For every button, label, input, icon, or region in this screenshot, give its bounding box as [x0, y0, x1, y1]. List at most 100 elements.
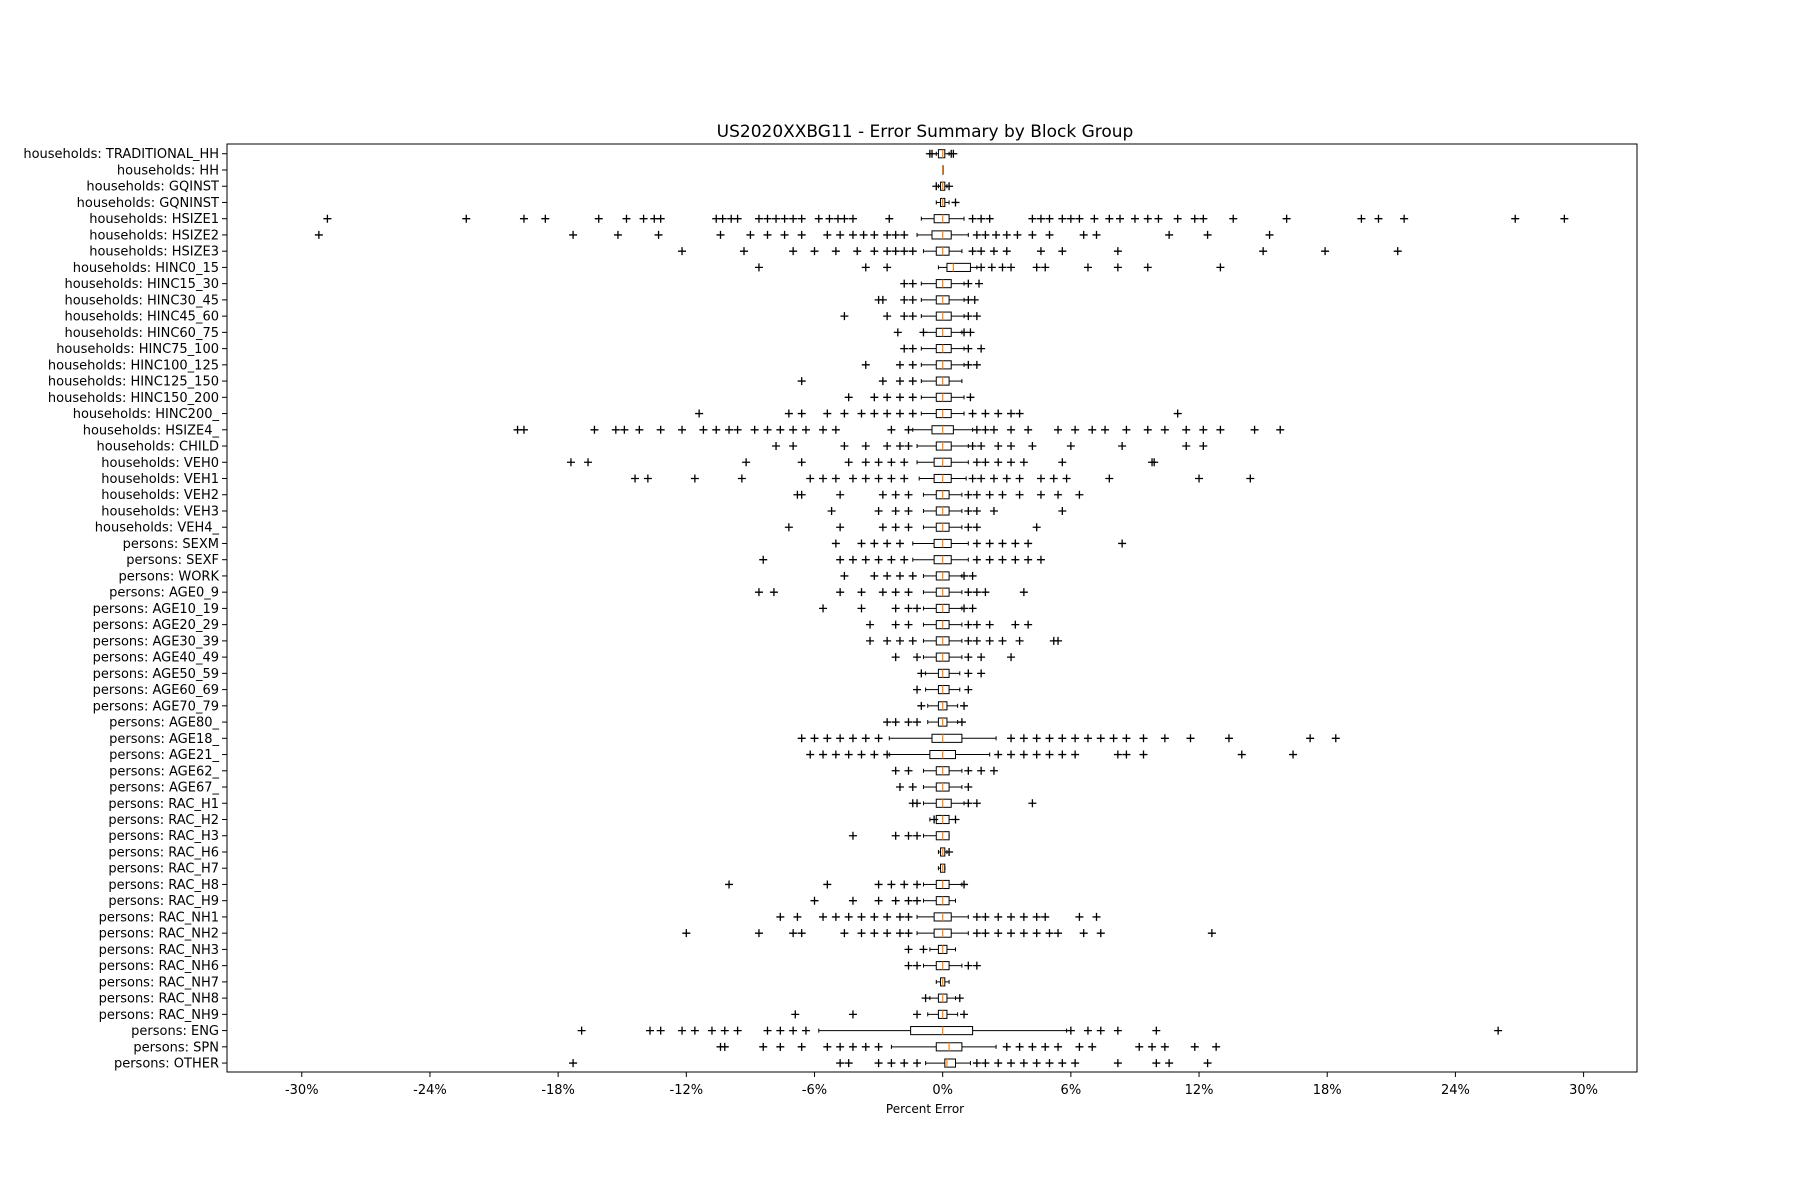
outlier-point — [883, 312, 891, 320]
outlier-point — [764, 1027, 772, 1035]
box-row — [936, 198, 959, 206]
outlier-point — [999, 491, 1007, 499]
outlier-point — [1131, 215, 1139, 223]
category-label: persons: RAC_NH9 — [99, 1008, 219, 1023]
outlier-point — [1144, 263, 1152, 271]
box-row — [695, 409, 1182, 417]
outlier-point — [840, 410, 848, 418]
outlier-point — [849, 897, 857, 905]
outlier-point — [785, 410, 793, 418]
outlier-point — [1007, 426, 1015, 434]
outlier-point — [1041, 1043, 1049, 1051]
outlier-point — [909, 280, 917, 288]
box-row — [913, 686, 972, 694]
category-label: households: HINC200_ — [73, 407, 220, 422]
outlier-point — [836, 1059, 844, 1067]
outlier-point — [1246, 475, 1254, 483]
outlier-point — [776, 426, 784, 434]
outlier-point — [973, 507, 981, 515]
category-label: persons: RAC_NH2 — [99, 927, 219, 942]
outlier-point — [1033, 751, 1041, 759]
outlier-point — [883, 572, 891, 580]
outlier-point — [789, 1027, 797, 1035]
outlier-point — [973, 361, 981, 369]
category-label: persons: AGE50_59 — [93, 667, 219, 682]
outlier-point — [973, 621, 981, 629]
outlier-point — [1071, 734, 1079, 742]
outlier-point — [977, 263, 985, 271]
outlier-point — [1075, 913, 1083, 921]
outlier-point — [875, 556, 883, 564]
outlier-point — [1118, 539, 1126, 547]
box-row — [917, 702, 968, 710]
outlier-point — [964, 686, 972, 694]
outlier-point — [781, 215, 789, 223]
outlier-point — [887, 458, 895, 466]
outlier-point — [994, 751, 1002, 759]
outlier-point — [905, 588, 913, 596]
category-label: persons: RAC_H7 — [108, 862, 219, 877]
outlier-point — [971, 296, 979, 304]
box-row — [631, 474, 1254, 482]
outlier-point — [1199, 215, 1207, 223]
box-row — [845, 393, 975, 401]
outlier-point — [1266, 231, 1274, 239]
outlier-point — [917, 669, 925, 677]
outlier-point — [1020, 458, 1028, 466]
outlier-point — [1054, 929, 1062, 937]
outlier-point — [1251, 426, 1259, 434]
outlier-point — [1028, 1043, 1036, 1051]
outlier-point — [1116, 215, 1124, 223]
outlier-point — [887, 556, 895, 564]
outlier-point — [896, 539, 904, 547]
outlier-point — [725, 426, 733, 434]
category-label: persons: AGE20_29 — [93, 618, 219, 633]
outlier-point — [909, 572, 917, 580]
outlier-point — [879, 523, 887, 531]
outlier-point — [836, 231, 844, 239]
box-row — [926, 150, 958, 158]
iqr-box — [936, 799, 951, 807]
outlier-point — [1058, 1059, 1066, 1067]
iqr-box — [938, 150, 944, 158]
outlier-point — [719, 215, 727, 223]
box-row — [900, 345, 985, 353]
category-label: persons: SPN — [133, 1040, 219, 1055]
outlier-point — [992, 231, 1000, 239]
outlier-point — [755, 929, 763, 937]
outlier-point — [836, 556, 844, 564]
outlier-point — [905, 718, 913, 726]
outlier-point — [678, 247, 686, 255]
outlier-point — [770, 588, 778, 596]
outlier-point — [1058, 507, 1066, 515]
outlier-point — [1259, 247, 1267, 255]
outlier-point — [1024, 539, 1032, 547]
outlier-point — [960, 702, 968, 710]
outlier-point — [798, 377, 806, 385]
outlier-point — [981, 231, 989, 239]
outlier-point — [909, 377, 917, 385]
outlier-point — [828, 507, 836, 515]
x-tick-label: -18% — [541, 1083, 575, 1098]
outlier-point — [806, 475, 814, 483]
outlier-point — [960, 572, 968, 580]
outlier-point — [862, 475, 870, 483]
outlier-point — [1097, 734, 1105, 742]
outlier-point — [1084, 734, 1092, 742]
outlier-point — [584, 458, 592, 466]
outlier-point — [759, 1043, 767, 1051]
outlier-point — [823, 410, 831, 418]
box-row — [776, 913, 1100, 921]
iqr-box — [938, 669, 949, 677]
outlier-point — [1174, 215, 1182, 223]
outlier-point — [866, 621, 874, 629]
outlier-point — [900, 247, 908, 255]
outlier-point — [1013, 231, 1021, 239]
category-label: persons: RAC_H3 — [108, 829, 219, 844]
category-label: persons: AGE62_ — [109, 764, 219, 779]
outlier-point — [900, 458, 908, 466]
outlier-point — [883, 637, 891, 645]
outlier-point — [1097, 1027, 1105, 1035]
outlier-point — [887, 1059, 895, 1067]
outlier-point — [909, 410, 917, 418]
